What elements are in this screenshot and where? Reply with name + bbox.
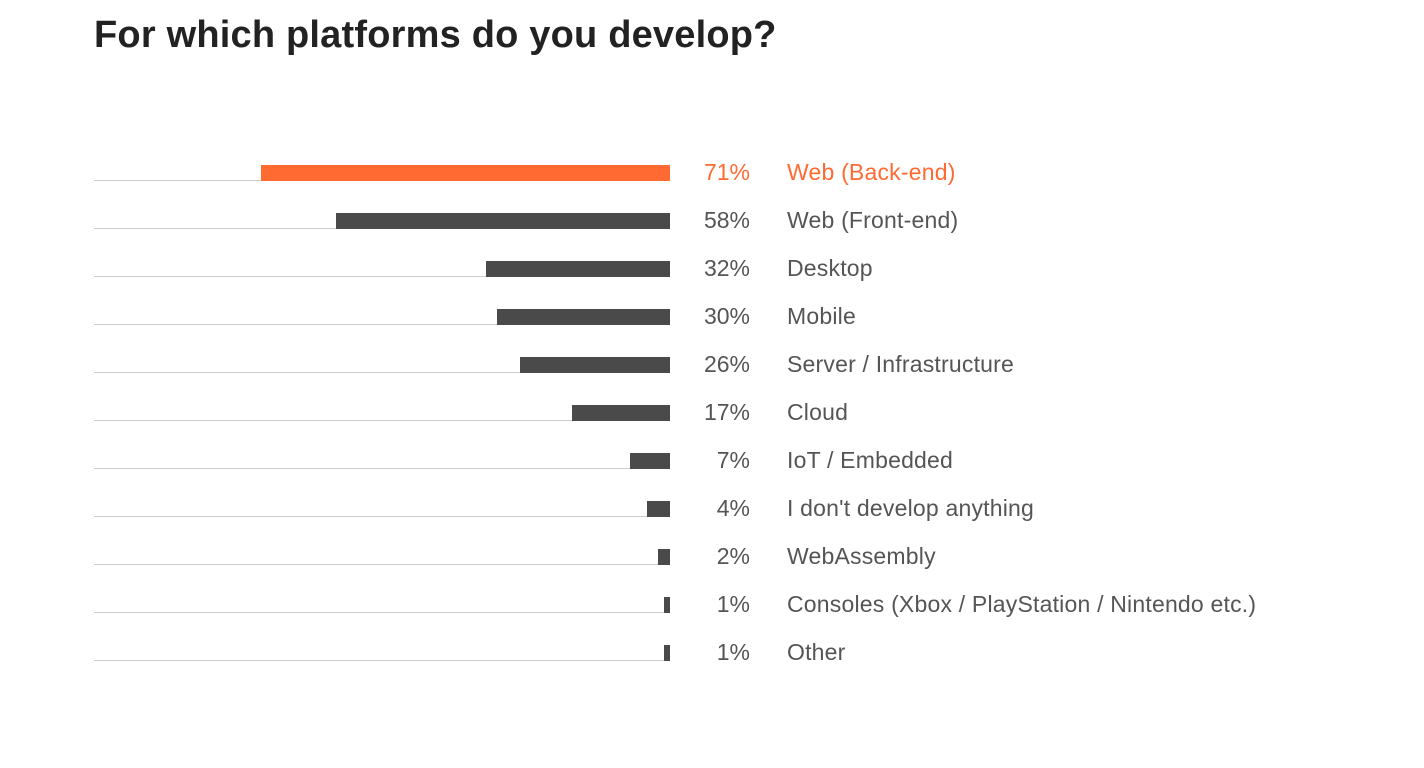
bar-baseline <box>94 276 670 277</box>
chart-row: 1% Other <box>94 636 1354 684</box>
category-label: Web (Front-end) <box>787 207 959 233</box>
chart-row: 4% I don't develop anything <box>94 492 1354 540</box>
value-label: 7% <box>716 447 750 473</box>
bar <box>647 501 670 517</box>
chart-row: 30% Mobile <box>94 300 1354 348</box>
bar <box>261 165 670 181</box>
category-label: I don't develop anything <box>787 495 1035 521</box>
bar-baseline <box>94 564 670 565</box>
bar-baseline <box>94 372 670 373</box>
bar-baseline <box>94 660 670 661</box>
bar-baseline <box>94 324 670 325</box>
chart-title: For which platforms do you develop? <box>94 14 777 56</box>
category-label: Desktop <box>787 255 873 281</box>
category-label: Mobile <box>787 303 856 329</box>
chart-row: 7% IoT / Embedded <box>94 444 1354 492</box>
category-label: Server / Infrastructure <box>787 351 1015 377</box>
bar <box>497 309 670 325</box>
value-label: 17% <box>703 399 750 425</box>
bar-baseline <box>94 516 670 517</box>
chart-row: 2% WebAssembly <box>94 540 1354 588</box>
chart-row: 17% Cloud <box>94 396 1354 444</box>
bar <box>658 549 670 565</box>
chart-row: 58% Web (Front-end) <box>94 204 1354 252</box>
value-label: 1% <box>716 591 750 617</box>
chart-row: 1% Consoles (Xbox / PlayStation / Nintend… <box>94 588 1354 636</box>
value-label: 58% <box>703 207 750 233</box>
category-label: WebAssembly <box>787 543 936 569</box>
chart-row: 32% Desktop <box>94 252 1354 300</box>
bar <box>630 453 670 469</box>
bar-baseline <box>94 612 670 613</box>
value-label: 71% <box>703 159 750 185</box>
category-label: Consoles (Xbox / PlayStation / Nintendo … <box>787 591 1257 617</box>
value-label: 4% <box>716 495 750 521</box>
bar <box>520 357 670 373</box>
bar-baseline <box>94 420 670 421</box>
chart-row: 71% Web (Back-end) <box>94 156 1354 204</box>
bar-baseline <box>94 468 670 469</box>
bar <box>664 597 670 613</box>
category-label: Other <box>787 639 846 665</box>
chart-row: 26% Server / Infrastructure <box>94 348 1354 396</box>
value-label: 30% <box>703 303 750 329</box>
bar <box>572 405 670 421</box>
value-label: 32% <box>703 255 750 281</box>
value-label: 1% <box>716 639 750 665</box>
category-label: IoT / Embedded <box>787 447 954 473</box>
bar <box>664 645 670 661</box>
bar-chart: 71% Web (Back-end) 58% Web (Front-end) 32% De… <box>94 156 1354 684</box>
value-label: 2% <box>716 543 750 569</box>
category-label: Cloud <box>787 399 849 425</box>
category-label: Web (Back-end) <box>787 159 956 185</box>
value-label: 26% <box>703 351 750 377</box>
bar <box>486 261 670 277</box>
bar <box>336 213 670 229</box>
